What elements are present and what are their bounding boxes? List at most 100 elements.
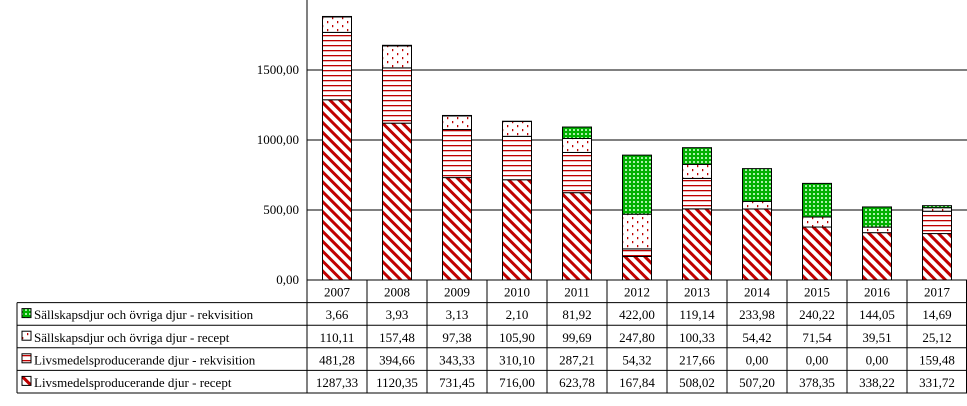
data-label: 331,72 bbox=[919, 375, 955, 390]
data-label: 247,80 bbox=[619, 330, 655, 345]
x-tick-label: 2017 bbox=[924, 285, 951, 300]
data-label: 54,32 bbox=[622, 352, 651, 367]
bar-segment-2016-series-3 bbox=[862, 206, 892, 228]
data-label: 2,10 bbox=[506, 307, 529, 322]
data-label: 394,66 bbox=[379, 352, 415, 367]
data-label: 343,33 bbox=[439, 352, 475, 367]
data-label: 99,69 bbox=[562, 330, 591, 345]
data-label: 508,02 bbox=[679, 375, 715, 390]
bar-segment-2011-series-0 bbox=[562, 192, 592, 281]
bar-segment-2011-series-1 bbox=[562, 151, 592, 194]
bar-segment-2017-series-0 bbox=[922, 233, 952, 281]
data-label: 100,33 bbox=[679, 330, 715, 345]
data-label: 71,54 bbox=[802, 330, 832, 345]
legend-label: Livsmedelsproducerande djur - recept bbox=[34, 375, 232, 390]
bar-segment-2007-series-0 bbox=[322, 99, 352, 281]
bar-segment-2012-series-2 bbox=[622, 213, 652, 250]
x-tick-label: 2008 bbox=[384, 285, 410, 300]
bar-segment-2012-series-1 bbox=[622, 248, 652, 258]
data-label: 716,00 bbox=[499, 375, 535, 390]
x-tick-label: 2009 bbox=[444, 285, 470, 300]
bar-segment-2014-series-2 bbox=[742, 200, 772, 210]
legend-label: Sällskapsdjur och övriga djur - recept bbox=[34, 330, 230, 345]
data-label: 731,45 bbox=[439, 375, 475, 390]
y-tick-label: 1500,00 bbox=[257, 62, 299, 77]
bar-segment-2012-series-0 bbox=[622, 256, 652, 281]
bar-segment-2017-series-3 bbox=[922, 205, 952, 209]
data-label: 422,00 bbox=[619, 307, 655, 322]
bar-segment-2012-series-3 bbox=[622, 154, 652, 215]
bar-segment-2015-series-3 bbox=[802, 182, 832, 218]
y-tick-label: 1000,00 bbox=[257, 132, 299, 147]
data-label: 378,35 bbox=[799, 375, 835, 390]
bar-segment-2008-series-1 bbox=[382, 67, 412, 124]
bar-segment-2008-series-3 bbox=[382, 44, 412, 47]
x-tick-label: 2007 bbox=[324, 285, 351, 300]
data-label: 157,48 bbox=[379, 330, 415, 345]
data-label: 0,00 bbox=[746, 352, 769, 367]
data-label: 3,93 bbox=[386, 307, 409, 322]
data-label: 481,28 bbox=[319, 352, 355, 367]
legend-key bbox=[21, 375, 32, 386]
bar-segment-2011-series-2 bbox=[562, 138, 592, 153]
data-label: 1287,33 bbox=[316, 375, 358, 390]
bar-segment-2011-series-3 bbox=[562, 126, 592, 140]
data-label: 159,48 bbox=[919, 352, 955, 367]
bar-segment-2014-series-3 bbox=[742, 168, 772, 202]
data-label: 119,14 bbox=[679, 307, 715, 322]
bar-segment-2007-series-2 bbox=[322, 16, 352, 33]
data-label: 338,22 bbox=[859, 375, 895, 390]
bars bbox=[322, 15, 952, 281]
legend-label: Sällskapsdjur och övriga djur - rekvisit… bbox=[34, 307, 254, 322]
x-tick-label: 2010 bbox=[504, 285, 530, 300]
data-label: 110,11 bbox=[320, 330, 355, 345]
bar-segment-2010-series-2 bbox=[502, 121, 532, 137]
bar-segment-2015-series-0 bbox=[802, 226, 832, 281]
bar-segment-2010-series-1 bbox=[502, 135, 532, 181]
bar-segment-2010-series-0 bbox=[502, 179, 532, 281]
data-label: 97,38 bbox=[442, 330, 471, 345]
data-label: 310,10 bbox=[499, 352, 535, 367]
bar-segment-2009-series-0 bbox=[442, 177, 472, 281]
bar-segment-2013-series-0 bbox=[682, 208, 712, 281]
y-axis-ticks: 0,00 500,00 1000,00 1500,00 bbox=[257, 62, 299, 287]
data-label: 0,00 bbox=[866, 352, 889, 367]
data-label: 39,51 bbox=[862, 330, 891, 345]
y-tick-label: 0,00 bbox=[276, 272, 299, 287]
bar-segment-2009-series-2 bbox=[442, 115, 472, 131]
data-label: 14,69 bbox=[922, 307, 951, 322]
bar-segment-2014-series-0 bbox=[742, 208, 772, 281]
bar-segment-2009-series-1 bbox=[442, 129, 472, 179]
legend-label: Livsmedelsproducerande djur - rekvisitio… bbox=[34, 352, 256, 367]
x-tick-label: 2014 bbox=[744, 285, 771, 300]
data-label: 507,20 bbox=[739, 375, 775, 390]
bar-segment-2016-series-0 bbox=[862, 232, 892, 281]
bar-segment-2008-series-2 bbox=[382, 45, 412, 69]
x-tick-label: 2012 bbox=[624, 285, 650, 300]
legend-key bbox=[21, 308, 32, 319]
data-label: 240,22 bbox=[799, 307, 835, 322]
bar-segment-2017-series-1 bbox=[922, 210, 952, 235]
bar-segment-2008-series-0 bbox=[382, 122, 412, 281]
bar-segment-2015-series-2 bbox=[802, 216, 832, 228]
data-label: 287,21 bbox=[559, 352, 595, 367]
x-tick-label: 2016 bbox=[864, 285, 891, 300]
data-label: 1120,35 bbox=[376, 375, 418, 390]
data-label: 144,05 bbox=[859, 307, 895, 322]
bar-segment-2013-series-3 bbox=[682, 147, 712, 165]
bar-segment-2007-series-1 bbox=[322, 31, 352, 101]
bar-segment-2007-series-3 bbox=[322, 15, 352, 18]
bar-segment-2017-series-2 bbox=[922, 207, 952, 212]
x-tick-label: 2015 bbox=[804, 285, 830, 300]
data-label: 623,78 bbox=[559, 375, 595, 390]
x-tick-label: 2011 bbox=[564, 285, 590, 300]
data-label: 233,98 bbox=[739, 307, 775, 322]
data-label: 167,84 bbox=[619, 375, 655, 390]
data-label: 105,90 bbox=[499, 330, 535, 345]
bar-segment-2013-series-1 bbox=[682, 177, 712, 210]
data-table: 2007 2008 2009 2010 2011 2012 2013 2014 2015 2016… bbox=[16, 279, 967, 394]
data-label: 54,42 bbox=[742, 330, 771, 345]
bar-segment-2013-series-2 bbox=[682, 163, 712, 179]
legend-key bbox=[21, 353, 32, 364]
